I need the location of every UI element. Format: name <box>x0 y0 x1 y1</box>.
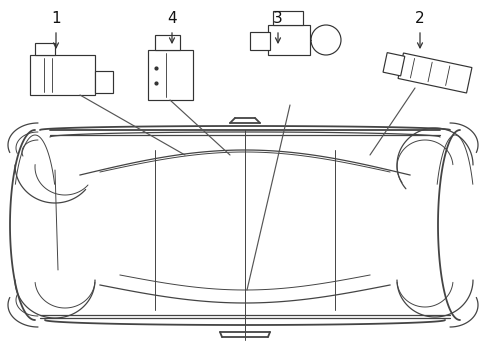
Bar <box>382 53 404 76</box>
Bar <box>148 50 193 100</box>
Bar <box>30 55 95 95</box>
Bar <box>397 53 471 93</box>
Text: 2: 2 <box>414 10 424 26</box>
Text: 1: 1 <box>51 10 61 26</box>
Bar <box>267 25 309 55</box>
Text: 4: 4 <box>167 10 177 26</box>
Bar <box>35 43 55 55</box>
Bar <box>95 71 113 93</box>
Bar <box>249 32 269 50</box>
Text: 3: 3 <box>273 10 282 26</box>
Bar <box>155 35 180 50</box>
Bar <box>272 11 303 25</box>
